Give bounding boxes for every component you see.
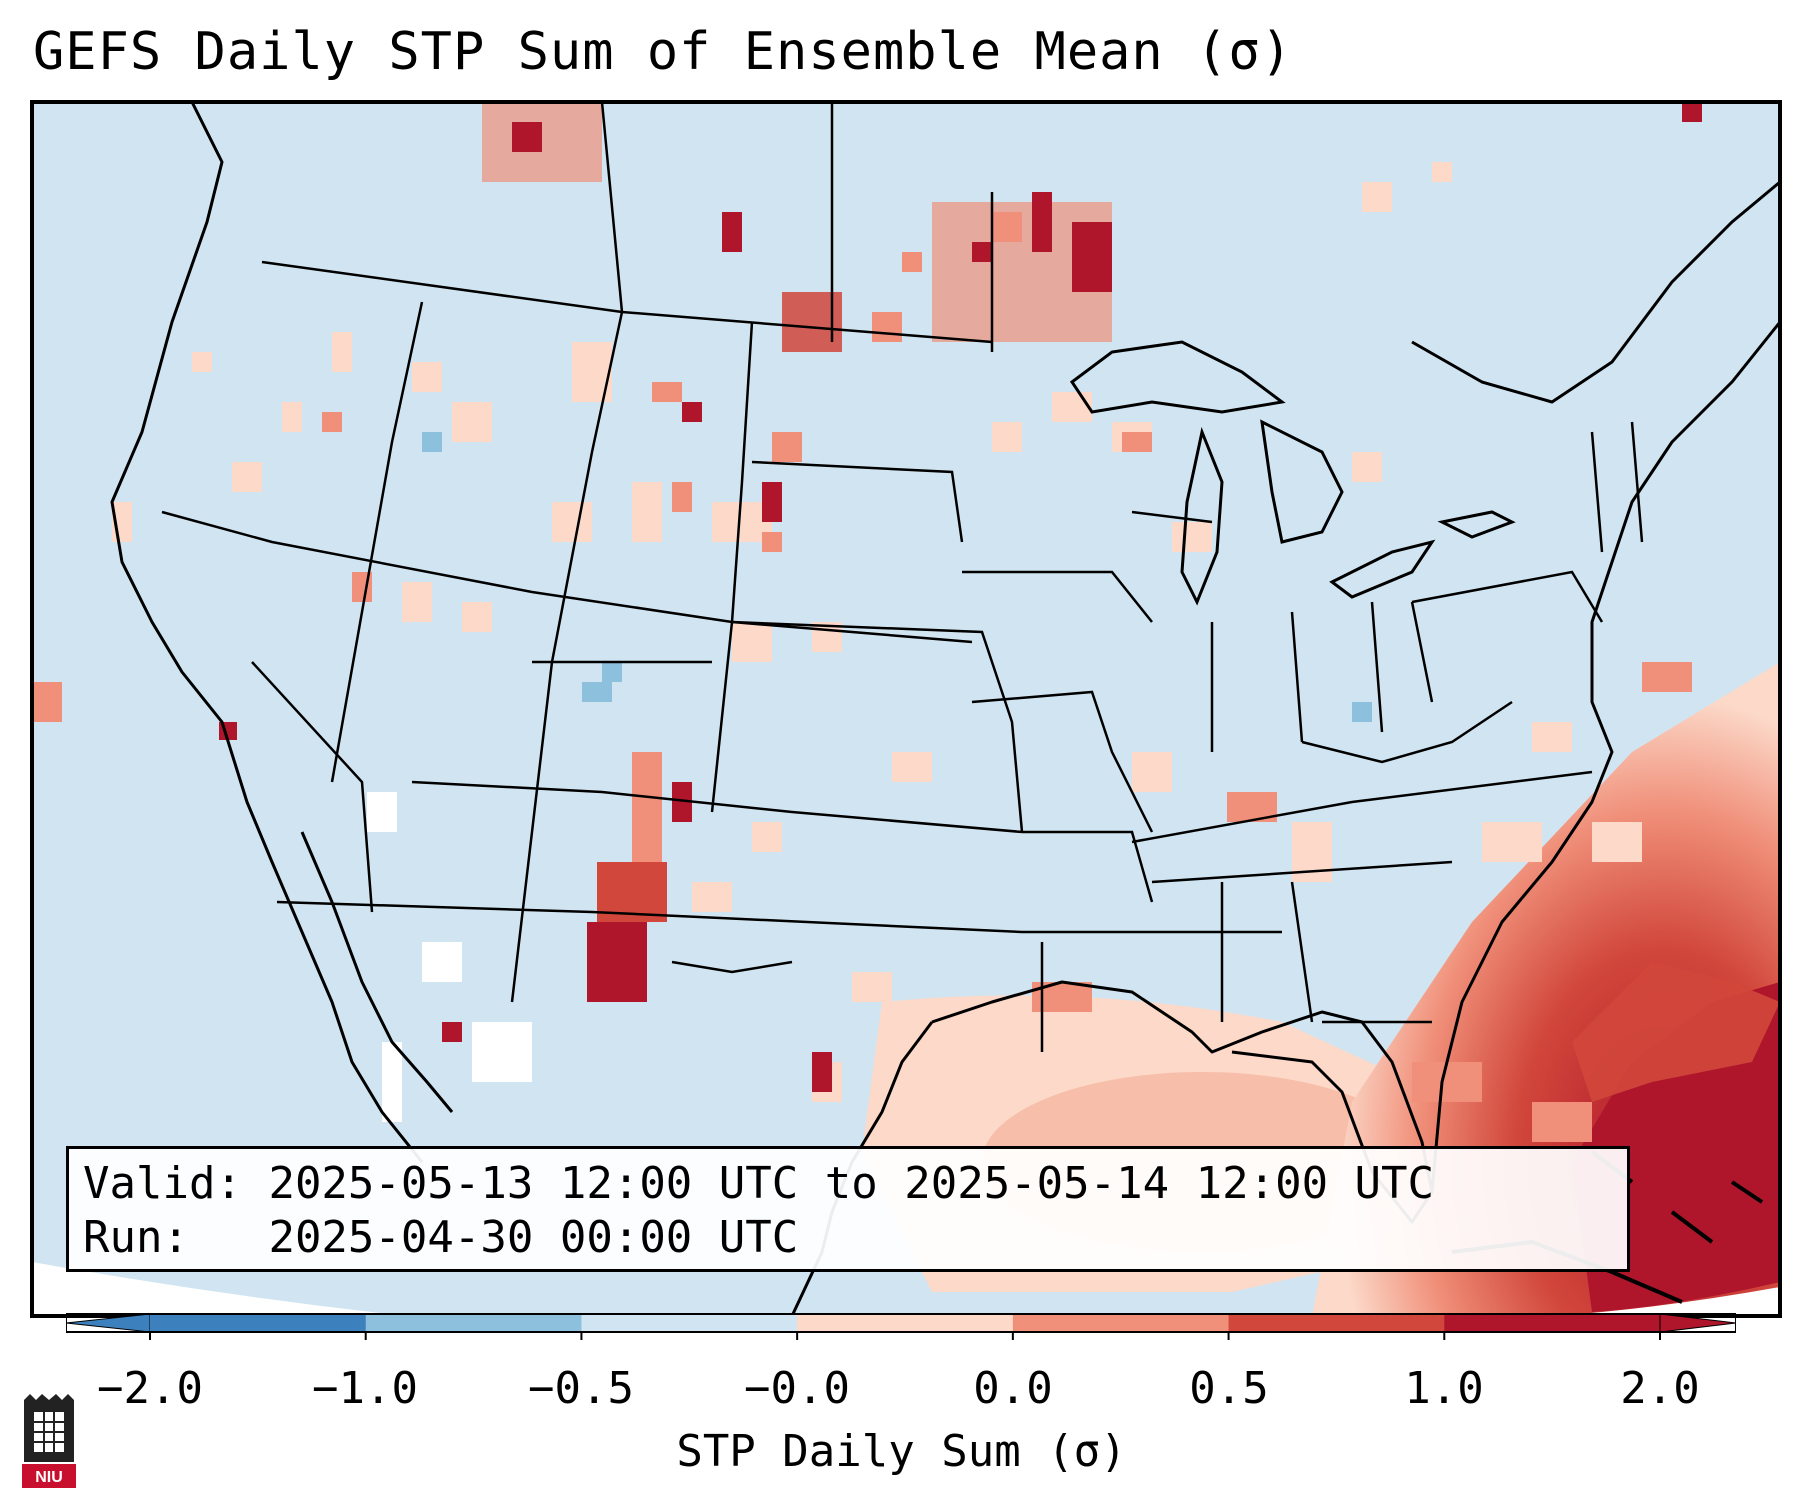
pacific-coast [110,102,424,1163]
colorbar-segments [66,1313,1736,1333]
lake-superior [1069,340,1286,414]
colorbar [66,1313,1736,1340]
map-canvas [32,102,1780,1316]
atlantic-patch [1642,662,1692,692]
baja-peninsula [300,831,454,1113]
valid-label: Valid: [83,1158,242,1209]
map-panel [30,100,1782,1318]
tick-label: −0.0 [744,1363,850,1414]
tick-label: 1.0 [1404,1363,1484,1414]
great-lakes [1069,340,1516,606]
tick-label: 0.0 [973,1363,1053,1414]
atlantic-coast [1430,321,1780,1193]
lake-erie [1329,539,1436,599]
tick-label: −2.0 [97,1363,203,1414]
valid-row: Valid: 2025-05-13 12:00 UTC to 2025-05-1… [83,1157,1613,1211]
pacific-patch [32,682,62,722]
canada-coast [1411,180,1780,404]
ontario-hot [1072,222,1112,292]
tick-label: 2.0 [1620,1363,1700,1414]
colorbar-segment [581,1314,798,1332]
tick-label: −1.0 [312,1363,418,1414]
colorbar-segment [1228,1314,1445,1332]
colorbar-segment [797,1314,1014,1332]
mt-hot-core [512,122,542,152]
west-texas-core [587,922,647,1002]
lake-michigan [1180,426,1224,606]
run-text: 2025-04-30 00:00 UTC [268,1212,799,1263]
colorbar-extend-high [1659,1313,1736,1333]
run-label: Run: [83,1212,189,1263]
run-row: Run: 2025-04-30 00:00 UTC [83,1211,1613,1265]
scatter-pixels-neg [422,432,1372,722]
niu-logo: NIU [22,1394,76,1488]
colorbar-extend-low [66,1313,151,1333]
state-borders [161,102,1644,1052]
scatter-pixels [112,162,1642,1102]
colorbar-segment [150,1314,367,1332]
colorbar-label: STP Daily Sum (σ) [676,1426,1127,1477]
colorbar-segment [1012,1314,1230,1332]
valid-text: 2025-05-13 12:00 UTC to 2025-05-14 12:00… [268,1158,1435,1209]
atlantic-mid [1572,962,1780,1102]
info-box: Valid: 2025-05-13 12:00 UTC to 2025-05-1… [66,1146,1630,1272]
nm-streak [632,752,662,862]
scatter-pixels-mid [322,212,1592,1142]
colorbar-segment [1444,1314,1661,1332]
logo-text: NIU [35,1469,63,1486]
colorbar-tick-marks [149,1332,1661,1340]
lake-huron [1260,419,1344,544]
chart-title: GEFS Daily STP Sum of Ensemble Mean (σ) [33,22,1293,82]
neutral-pixels [367,792,532,1122]
tick-label: −0.5 [528,1363,634,1414]
tick-label: 0.5 [1189,1363,1269,1414]
lake-ontario [1437,510,1516,539]
colorbar-outline [66,1313,1736,1333]
colorbar-segment [365,1314,582,1332]
